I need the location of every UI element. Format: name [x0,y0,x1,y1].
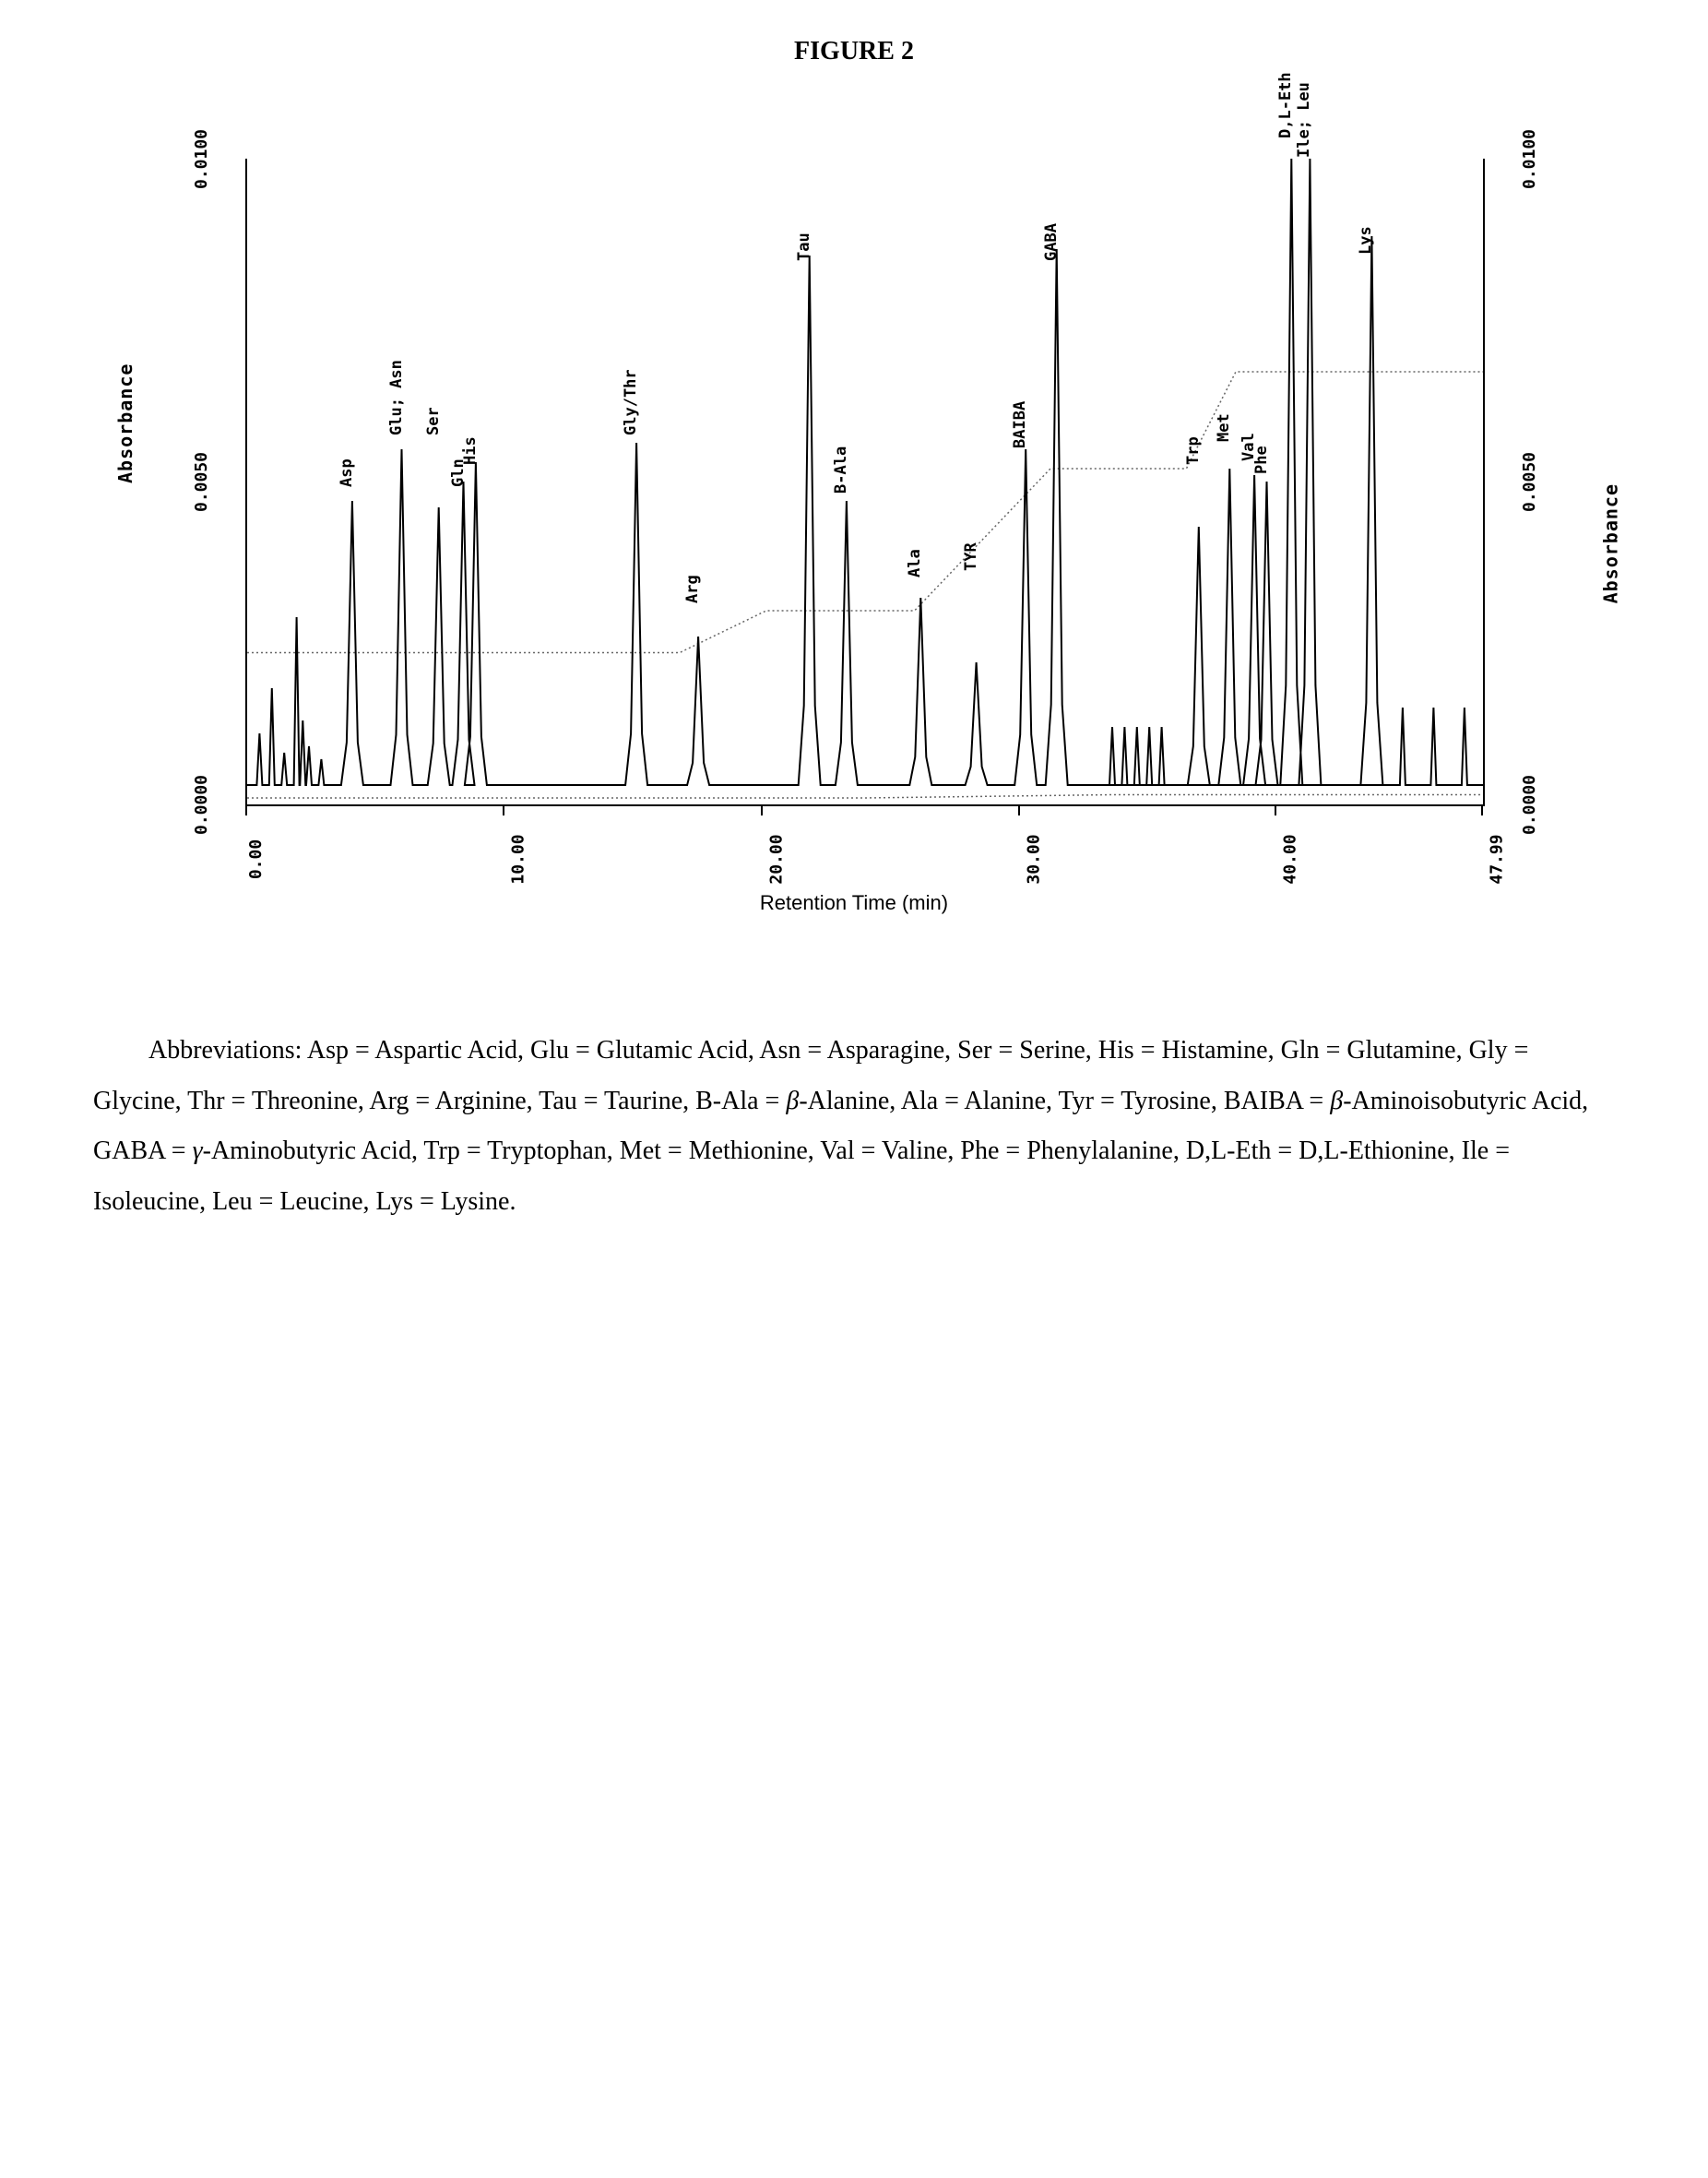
peak-label: TYR [962,542,980,571]
peak-label: Trp [1184,436,1203,465]
x-axis-label: Retention Time (min) [760,891,948,915]
peak-label: Tau [795,232,813,261]
chromatogram-svg [247,159,1483,804]
x-tick-label: 0.00 [246,839,266,879]
y-tick-label: 0.0050 [192,452,211,512]
x-tick-label: 20.00 [766,834,786,884]
x-tick-label: 40.00 [1281,834,1300,884]
peak-label: Ile; Leu [1295,82,1313,158]
y-axis-label-right: Absorbance [1599,483,1621,603]
peak-label: Ser [424,407,443,435]
x-tick-label: 30.00 [1024,834,1043,884]
chromatogram-chart: Absorbance Absorbance 0.00000.00500.0100… [116,122,1592,952]
plot-area [245,159,1485,806]
x-tick-mark [761,804,763,815]
peak-label: Met [1215,413,1233,442]
peak-label: His [461,436,480,465]
peak-label: Lys [1357,226,1375,255]
figure-title: FIGURE 2 [37,37,1671,66]
y-tick-label: 0.0100 [1520,129,1539,189]
x-tick-mark [503,804,504,815]
x-tick-label: 47.99 [1488,834,1507,884]
y-tick-label: 0.0000 [192,775,211,835]
peak-label: Gly/Thr [622,369,640,435]
x-tick-label: 10.00 [508,834,528,884]
x-tick-mark [1018,804,1020,815]
x-tick-mark [1275,804,1276,815]
peak-label: B-Ala [832,446,850,494]
peak-label: GABA [1042,223,1061,261]
peak-label: BAIBA [1011,401,1029,448]
baseline-dotted [247,795,1483,799]
peak-label: Glu; Asn [387,360,406,435]
peak-label: D,L-Eth [1276,72,1295,138]
x-tick-mark [245,804,247,815]
abbreviations-caption: Abbreviations: Asp = Aspartic Acid, Glu … [93,1026,1615,1227]
peak-label: Asp [338,458,356,487]
x-tick-mark [1481,804,1483,815]
peak-label: Phe [1252,446,1271,474]
y-tick-label: 0.0050 [1520,452,1539,512]
y-tick-label: 0.0000 [1520,775,1539,835]
peak-label: Arg [683,575,702,603]
peak-label: Ala [906,549,924,577]
y-tick-label: 0.0100 [192,129,211,189]
chromatogram-trace [247,159,1483,785]
y-axis-label-left: Absorbance [114,363,136,483]
